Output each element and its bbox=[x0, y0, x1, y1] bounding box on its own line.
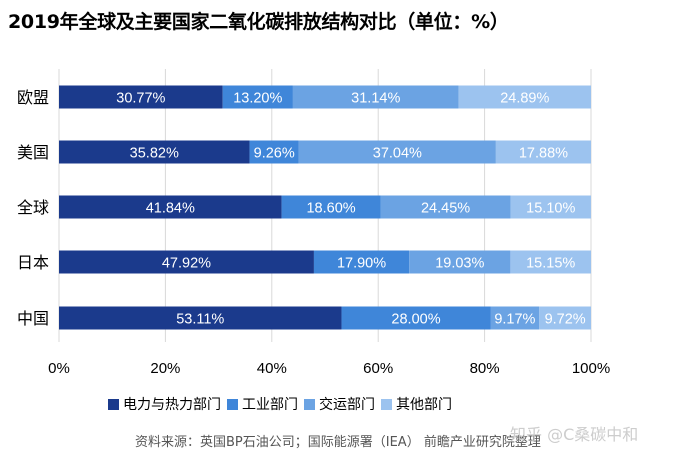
bar-segment bbox=[458, 85, 591, 109]
legend-item-other: 其他部门 bbox=[381, 394, 452, 414]
legend-item-transport: 交运部门 bbox=[304, 394, 375, 414]
legend-swatch bbox=[304, 398, 315, 410]
x-tick-label: 80% bbox=[470, 360, 500, 377]
bar-segment bbox=[409, 250, 511, 274]
data-label: 17.90% bbox=[337, 256, 386, 272]
data-label: 30.77% bbox=[116, 91, 165, 107]
bar-segment bbox=[249, 140, 299, 164]
bar-segment bbox=[490, 306, 540, 330]
data-label: 9.72% bbox=[545, 312, 586, 328]
bar-segment bbox=[298, 140, 496, 164]
data-label: 15.15% bbox=[526, 256, 575, 272]
legend-label: 电力与热力部门 bbox=[123, 397, 221, 413]
category-label: 美国 bbox=[17, 143, 49, 162]
bar-segment bbox=[59, 85, 223, 109]
data-label: 13.20% bbox=[233, 91, 282, 107]
legend-label: 其他部门 bbox=[396, 397, 452, 413]
legend-swatch bbox=[381, 398, 392, 410]
category-label: 全球 bbox=[17, 198, 49, 217]
source-note: 资料来源：英国BP石油公司；国际能源署（IEA） 前瞻产业研究院整理 bbox=[135, 435, 541, 450]
legend: 电力与热力部门 工业部门 交运部门 其他部门 bbox=[108, 394, 458, 414]
data-label: 17.88% bbox=[519, 146, 568, 162]
data-label: 41.84% bbox=[146, 201, 195, 217]
bar-segment bbox=[222, 85, 293, 109]
data-label: 9.17% bbox=[494, 312, 535, 328]
legend-item-power: 电力与热力部门 bbox=[108, 394, 221, 414]
chart-title: 2019年全球及主要国家二氧化碳排放结构对比（单位：%） bbox=[8, 11, 509, 33]
bar-segment bbox=[341, 306, 491, 330]
bar-segment bbox=[510, 195, 591, 219]
bar-segment bbox=[380, 195, 511, 219]
data-label: 37.04% bbox=[373, 146, 422, 162]
bar-segment bbox=[292, 85, 459, 109]
bar-segment bbox=[539, 306, 591, 330]
x-tick-label: 100% bbox=[572, 360, 610, 377]
data-label: 15.10% bbox=[526, 201, 575, 217]
legend-swatch bbox=[108, 398, 119, 410]
bar-segment bbox=[281, 195, 381, 219]
bar-segment bbox=[59, 195, 282, 219]
x-tick-label: 40% bbox=[257, 360, 287, 377]
legend-item-industry: 工业部门 bbox=[227, 394, 298, 414]
data-label: 18.60% bbox=[306, 201, 355, 217]
legend-label: 工业部门 bbox=[242, 397, 298, 413]
x-tick-label: 20% bbox=[150, 360, 180, 377]
data-label: 24.45% bbox=[421, 201, 470, 217]
data-label: 53.11% bbox=[176, 312, 224, 328]
category-label: 日本 bbox=[17, 253, 49, 272]
bar-segment bbox=[59, 140, 250, 164]
bar-segment bbox=[313, 250, 410, 274]
bar-segment bbox=[59, 306, 342, 330]
x-tick-label: 60% bbox=[363, 360, 393, 377]
data-label: 19.03% bbox=[435, 256, 484, 272]
data-label: 35.82% bbox=[130, 146, 179, 162]
data-label: 31.14% bbox=[351, 91, 400, 107]
data-label: 47.92% bbox=[162, 256, 211, 272]
bar-segment bbox=[495, 140, 591, 164]
watermark: 知乎 @C桑碳中和 bbox=[510, 425, 639, 444]
data-label: 28.00% bbox=[391, 312, 440, 328]
category-label: 中国 bbox=[17, 309, 49, 328]
bar-segment bbox=[510, 250, 591, 274]
x-tick-label: 0% bbox=[48, 360, 70, 377]
category-label: 欧盟 bbox=[17, 88, 49, 107]
legend-label: 交运部门 bbox=[319, 397, 375, 413]
data-label: 9.26% bbox=[254, 146, 295, 162]
bar-segment bbox=[59, 250, 314, 274]
legend-swatch bbox=[227, 398, 238, 410]
data-label: 24.89% bbox=[500, 91, 549, 107]
